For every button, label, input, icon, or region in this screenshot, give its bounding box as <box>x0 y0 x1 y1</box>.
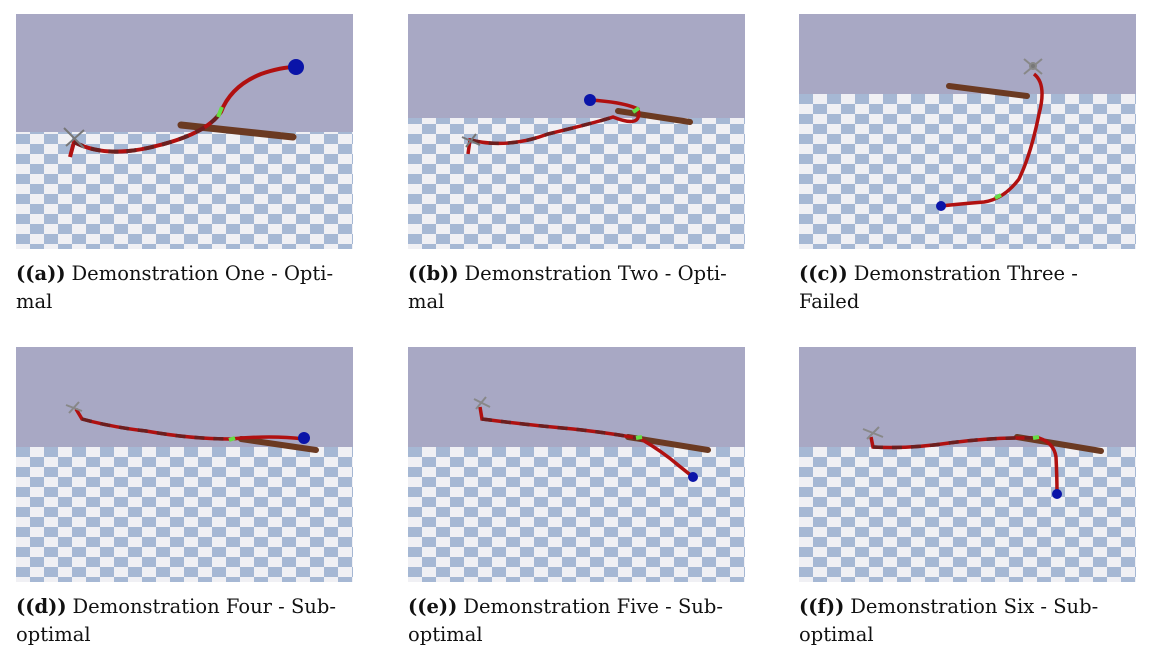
caption-f: ((f)) Demonstration Six - Sub- optimal <box>799 593 1136 649</box>
sky <box>16 347 353 449</box>
checkered-floor <box>16 447 353 582</box>
drone-icon <box>65 401 83 414</box>
caption-c: ((c)) Demonstration Three - Failed <box>799 260 1136 316</box>
scene-image-c <box>799 14 1136 249</box>
caption-text-cont: mal <box>408 290 445 313</box>
trajectory-dash <box>872 436 1040 450</box>
contact-marker <box>631 106 641 114</box>
branch <box>177 121 297 141</box>
panel-f: ((f)) Demonstration Six - Sub- optimal <box>799 347 1136 646</box>
caption-b: ((b)) Demonstration Two - Opti- mal <box>408 260 745 316</box>
endpoint-marker <box>288 59 304 75</box>
sky <box>408 14 745 120</box>
endpoint-marker <box>1052 489 1062 499</box>
caption-text-cont: optimal <box>408 623 483 646</box>
caption-tag: ((f)) <box>799 595 845 618</box>
checkered-floor <box>408 447 745 582</box>
trajectory <box>940 72 1044 208</box>
checkered-floor <box>16 132 353 249</box>
checkered-floor <box>799 94 1136 249</box>
caption-text: Demonstration Six - Sub- <box>850 595 1099 618</box>
drone-icon <box>461 133 481 148</box>
trajectory-dash <box>73 110 223 154</box>
branch <box>946 83 1030 99</box>
caption-text-cont: mal <box>16 290 53 313</box>
caption-d: ((d)) Demonstration Four - Sub- optimal <box>16 593 353 649</box>
caption-text: Demonstration Four - Sub- <box>72 595 336 618</box>
checkered-floor <box>799 447 1136 582</box>
caption-tag: ((d)) <box>16 595 67 618</box>
contact-marker <box>216 106 224 118</box>
endpoint-marker <box>936 201 946 211</box>
sky <box>16 14 353 134</box>
contact-marker <box>228 436 236 442</box>
drone-icon <box>473 396 491 410</box>
drone-icon <box>63 127 85 149</box>
caption-e: ((e)) Demonstration Five - Sub- optimal <box>408 593 745 649</box>
caption-text: Demonstration One - Opti- <box>71 262 334 285</box>
scene-image-a <box>16 14 353 249</box>
contact-marker <box>1032 435 1040 440</box>
sky <box>799 347 1136 449</box>
caption-text: Demonstration Two - Opti- <box>464 262 727 285</box>
trajectory-dash <box>469 115 614 146</box>
endpoint-marker <box>584 94 596 106</box>
caption-text-cont: optimal <box>799 623 874 646</box>
caption-a: ((a)) Demonstration One - Opti- mal <box>16 260 353 316</box>
contact-marker <box>635 435 643 440</box>
endpoint-marker <box>298 432 310 444</box>
checkered-floor <box>408 118 745 249</box>
caption-text-cont: Failed <box>799 290 860 313</box>
sky <box>408 347 745 449</box>
panel-b: ((b)) Demonstration Two - Opti- mal <box>408 14 745 313</box>
panel-c: ((c)) Demonstration Three - Failed <box>799 14 1136 313</box>
caption-text: Demonstration Five - Sub- <box>463 595 723 618</box>
caption-text: Demonstration Three - <box>853 262 1078 285</box>
trajectory-dash <box>481 417 642 441</box>
trajectory-dash <box>81 417 232 441</box>
caption-tag: ((c)) <box>799 262 848 285</box>
branch <box>615 108 693 125</box>
drone-icon <box>1023 58 1043 75</box>
endpoint-marker <box>688 472 698 482</box>
scene-image-e <box>408 347 745 582</box>
branch <box>238 436 319 453</box>
scene-image-d <box>16 347 353 582</box>
caption-tag: ((e)) <box>408 595 458 618</box>
caption-tag: ((b)) <box>408 262 459 285</box>
scene-image-f <box>799 347 1136 582</box>
contact-marker <box>994 193 1002 200</box>
caption-tag: ((a)) <box>16 262 66 285</box>
panel-e: ((e)) Demonstration Five - Sub- optimal <box>408 347 745 646</box>
caption-text-cont: optimal <box>16 623 91 646</box>
drone-icon <box>862 426 884 440</box>
sky <box>799 14 1136 96</box>
panel-a: ((a)) Demonstration One - Opti- mal <box>16 14 353 313</box>
scene-image-b <box>408 14 745 249</box>
panel-d: ((d)) Demonstration Four - Sub- optimal <box>16 347 353 646</box>
